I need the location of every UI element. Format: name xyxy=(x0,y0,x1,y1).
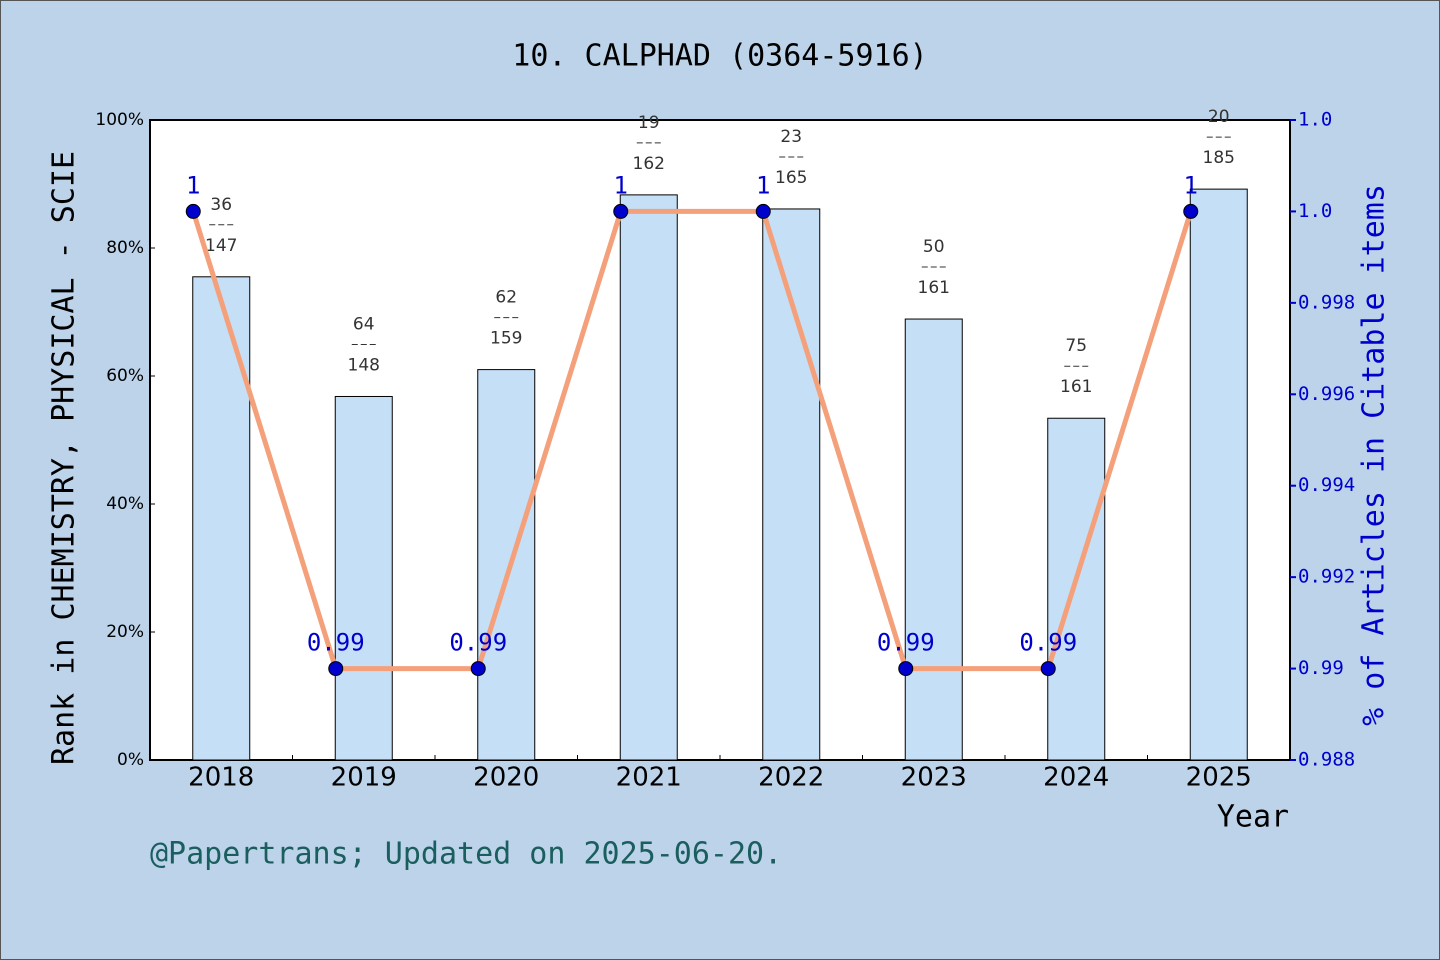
rank-label: 19 xyxy=(638,113,660,133)
total-label: 159 xyxy=(490,329,522,349)
x-tick-label: 2025 xyxy=(1186,763,1252,793)
total-label: 162 xyxy=(633,154,665,174)
data-label: 0.99 xyxy=(877,629,935,657)
data-label: 0.99 xyxy=(449,629,507,657)
bar xyxy=(1189,188,1248,761)
total-label: 148 xyxy=(348,355,380,375)
x-axis-label: Year xyxy=(1217,800,1289,835)
total-label: 147 xyxy=(205,236,237,256)
y-tick-label: 0% xyxy=(117,750,144,770)
bar xyxy=(762,208,821,761)
marker xyxy=(613,203,629,219)
marker xyxy=(185,203,201,219)
bar xyxy=(619,194,678,761)
data-label: 1 xyxy=(756,171,770,199)
y2-tick-label: 0.994 xyxy=(1298,474,1355,496)
y2-tick-label: 0.996 xyxy=(1298,383,1355,405)
rank-label: 23 xyxy=(780,127,802,147)
y2-tick-label: 1.0 xyxy=(1298,109,1332,131)
marker xyxy=(470,661,486,677)
x-tick-label: 2024 xyxy=(1043,763,1109,793)
y-tick-label: 20% xyxy=(106,622,144,642)
rank-label: 64 xyxy=(353,314,375,334)
data-label: 1 xyxy=(1184,171,1198,199)
x-tick-label: 2018 xyxy=(188,763,254,793)
rank-label: 75 xyxy=(1065,336,1087,356)
bar xyxy=(192,276,251,761)
y-axis-label: Rank in CHEMISTRY, PHYSICAL - SCIE xyxy=(47,151,82,765)
rank-label: 20 xyxy=(1208,107,1230,127)
marker xyxy=(898,661,914,677)
y2-tick-label: 0.992 xyxy=(1298,566,1355,588)
rank-label: 62 xyxy=(495,288,517,308)
x-tick-label: 2019 xyxy=(331,763,397,793)
data-label: 1 xyxy=(186,171,200,199)
data-label: 0.99 xyxy=(1019,629,1077,657)
x-tick-label: 2021 xyxy=(616,763,682,793)
marker xyxy=(755,203,771,219)
y2-tick-label: 0.99 xyxy=(1298,657,1344,679)
y-tick-label: 100% xyxy=(95,110,144,130)
bar xyxy=(334,395,393,761)
rank-label: 36 xyxy=(210,195,232,215)
marker xyxy=(1040,661,1056,677)
marker xyxy=(328,661,344,677)
y2-axis-label: % of Articles in Citable items xyxy=(1357,184,1392,726)
line xyxy=(190,208,1194,672)
total-label: 165 xyxy=(775,168,807,188)
total-label: 161 xyxy=(918,278,950,298)
chart-title: 10. CALPHAD (0364-5916) xyxy=(512,39,927,74)
y2-tick-label: 1.0 xyxy=(1298,200,1332,222)
rank-label: 50 xyxy=(923,237,945,257)
y2-tick-label: 0.988 xyxy=(1298,749,1355,771)
x-tick-label: 2022 xyxy=(758,763,824,793)
bar xyxy=(1047,417,1106,761)
y-tick-label: 40% xyxy=(106,494,144,514)
marker xyxy=(1183,203,1199,219)
x-tick-label: 2023 xyxy=(901,763,967,793)
data-label: 0.99 xyxy=(307,629,365,657)
data-label: 1 xyxy=(614,171,628,199)
x-tick-label: 2020 xyxy=(473,763,539,793)
y2-tick-label: 0.998 xyxy=(1298,291,1355,313)
bar xyxy=(904,318,963,761)
bar xyxy=(477,369,536,761)
y-tick-label: 60% xyxy=(106,366,144,386)
y-tick-label: 80% xyxy=(106,238,144,258)
total-label: 185 xyxy=(1203,148,1235,168)
total-label: 161 xyxy=(1060,377,1092,397)
footer: @Papertrans; Updated on 2025-06-20. xyxy=(150,837,782,872)
